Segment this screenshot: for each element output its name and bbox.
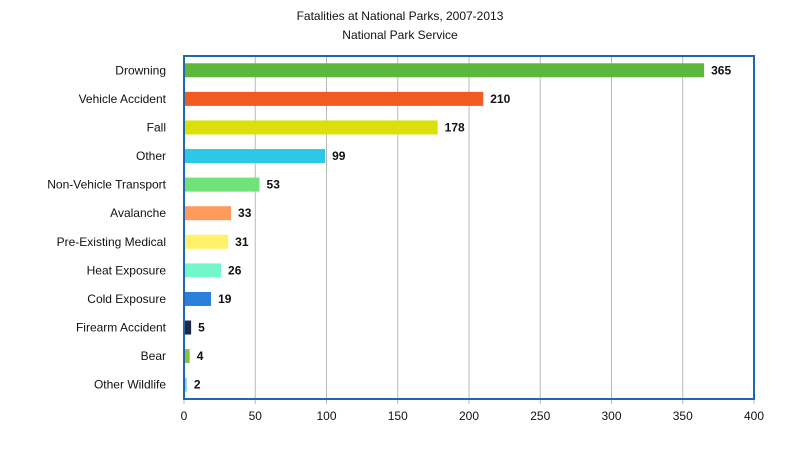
bar	[184, 349, 190, 364]
category-label: Non-Vehicle Transport	[47, 178, 166, 192]
data-label: 99	[332, 149, 346, 163]
chart-title: Fatalities at National Parks, 2007-2013	[297, 9, 504, 23]
bar	[184, 63, 705, 78]
data-label: 210	[490, 92, 510, 106]
category-label: Drowning	[115, 63, 166, 77]
bar	[184, 120, 438, 135]
category-labels: Drowning Vehicle Accident Fall Other Non-Veh…	[47, 63, 166, 391]
x-tick-label: 150	[388, 409, 408, 423]
bar	[184, 234, 229, 249]
bar	[184, 320, 192, 335]
x-tick-labels: 0 50 100 150 200 250 300 350 400	[181, 409, 765, 423]
data-label: 2	[194, 378, 201, 392]
bar	[184, 291, 212, 306]
category-label: Bear	[141, 349, 166, 363]
x-tick-label: 250	[530, 409, 550, 423]
category-label: Firearm Accident	[76, 321, 167, 335]
bar	[184, 377, 187, 392]
bar	[184, 91, 484, 106]
data-label: 5	[198, 321, 205, 335]
bars	[184, 63, 705, 392]
x-tick-label: 100	[316, 409, 336, 423]
bar	[184, 177, 260, 192]
bar	[184, 149, 326, 164]
plot-frame	[183, 55, 755, 400]
data-label: 53	[267, 178, 281, 192]
data-label: 178	[445, 120, 465, 134]
chart-subtitle: National Park Service	[342, 28, 458, 42]
x-tick-label: 400	[744, 409, 764, 423]
x-tick-label: 200	[459, 409, 479, 423]
x-tick-label: 50	[249, 409, 263, 423]
category-label: Pre-Existing Medical	[57, 235, 166, 249]
category-label: Other	[136, 149, 166, 163]
grid-lines	[183, 56, 755, 404]
category-label: Other Wildlife	[94, 378, 166, 392]
bar	[184, 206, 232, 221]
data-label: 26	[228, 263, 242, 277]
category-label: Cold Exposure	[87, 292, 166, 306]
category-label: Fall	[147, 120, 166, 134]
category-label: Heat Exposure	[87, 263, 167, 277]
data-label: 33	[238, 206, 252, 220]
bar	[184, 263, 222, 278]
data-label: 31	[235, 235, 249, 249]
category-label: Vehicle Accident	[79, 92, 167, 106]
value-labels: 365 210 178 99 53 33 31 26 19 5 4 2	[194, 63, 732, 391]
data-label: 4	[197, 349, 204, 363]
x-tick-label: 0	[181, 409, 188, 423]
x-tick-label: 350	[673, 409, 693, 423]
x-tick-label: 300	[601, 409, 621, 423]
category-label: Avalanche	[110, 206, 166, 220]
data-label: 19	[218, 292, 232, 306]
data-label: 365	[711, 63, 731, 77]
